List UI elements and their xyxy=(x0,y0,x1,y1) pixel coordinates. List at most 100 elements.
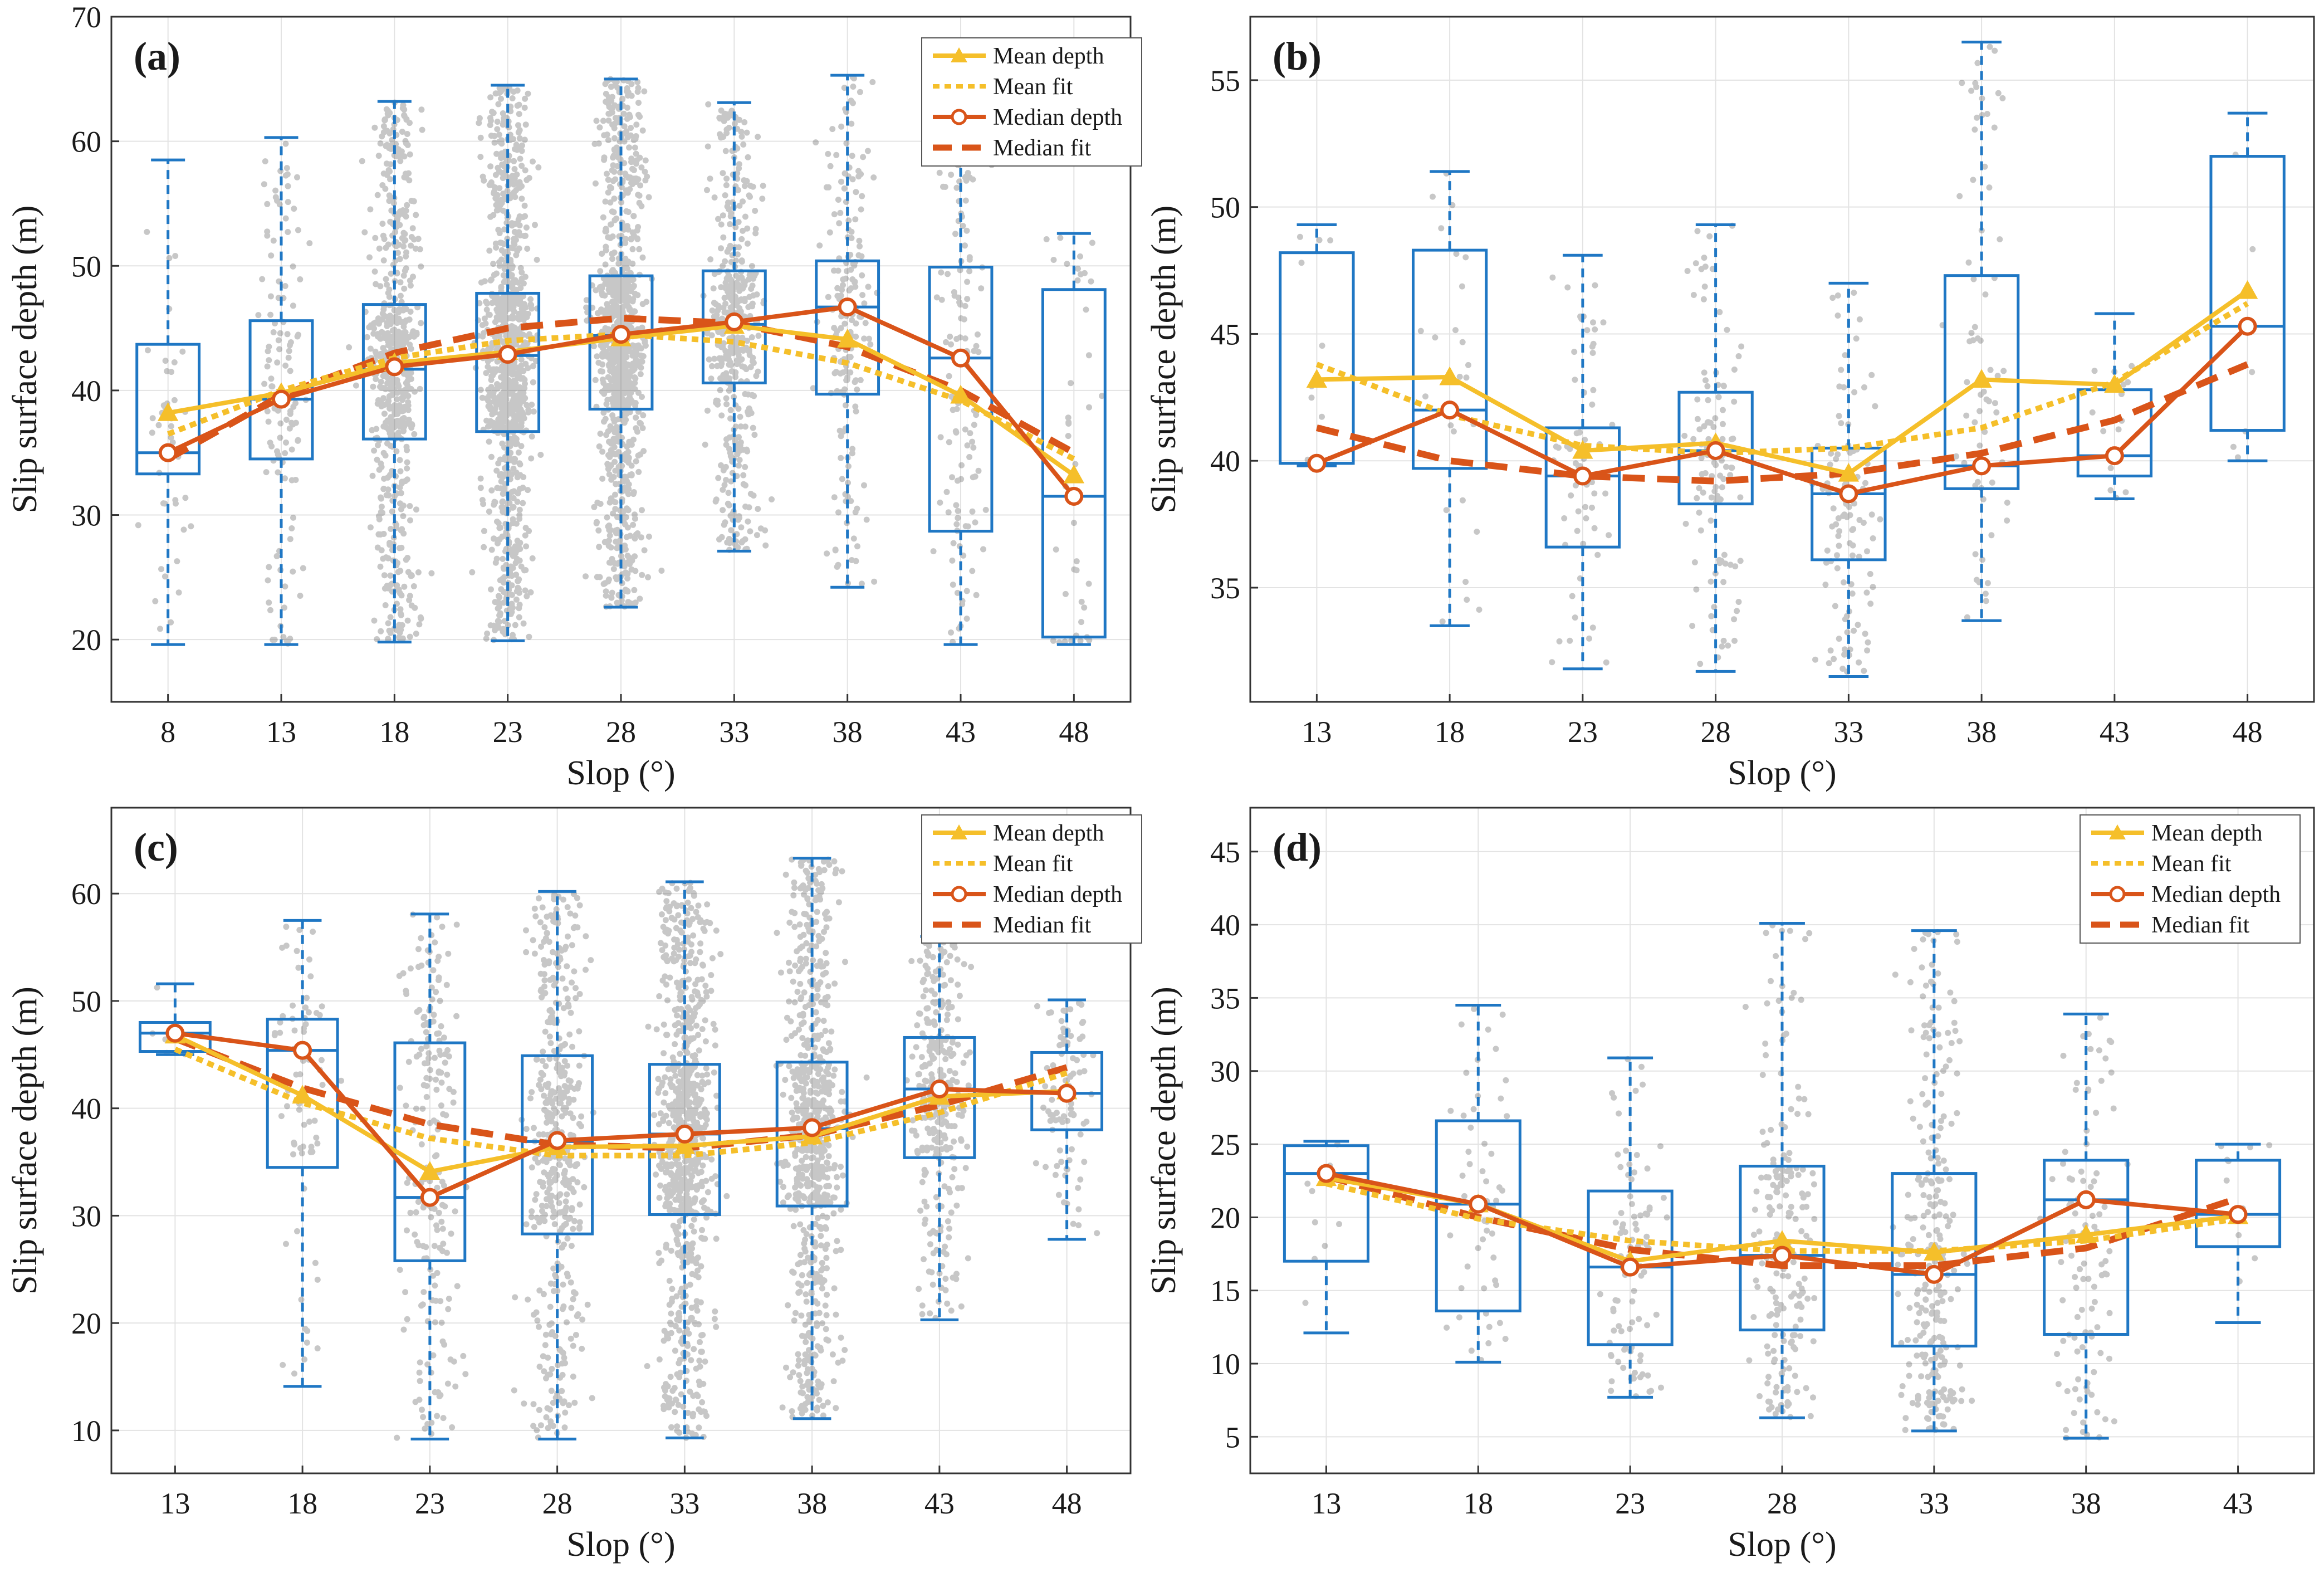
scatter-point xyxy=(299,1150,305,1156)
scatter-point xyxy=(375,153,382,159)
scatter-point xyxy=(710,285,717,292)
scatter-point xyxy=(568,1305,575,1311)
scatter-point xyxy=(970,176,976,183)
scatter-point xyxy=(377,383,383,390)
scatter-point xyxy=(848,228,855,235)
scatter-point xyxy=(385,342,392,349)
scatter-point xyxy=(1432,334,1439,341)
scatter-point xyxy=(947,333,953,340)
scatter-point xyxy=(1711,604,1718,611)
scatter-point xyxy=(547,1194,554,1200)
scatter-point xyxy=(380,486,387,492)
scatter-point xyxy=(955,294,962,301)
scatter-point xyxy=(380,450,387,456)
scatter-point xyxy=(274,197,280,204)
scatter-point xyxy=(2100,428,2107,434)
scatter-point xyxy=(519,398,526,404)
scatter-point xyxy=(952,231,958,237)
scatter-point xyxy=(530,408,537,415)
scatter-point xyxy=(1861,667,1867,674)
scatter-point xyxy=(1715,394,1722,401)
scatter-point xyxy=(428,1214,434,1220)
scatter-point xyxy=(1843,514,1850,520)
scatter-point xyxy=(450,1088,457,1095)
scatter-point xyxy=(168,619,174,626)
scatter-point xyxy=(556,1192,563,1199)
scatter-point xyxy=(740,227,746,234)
scatter-point xyxy=(497,456,503,463)
scatter-point xyxy=(605,189,611,196)
scatter-point xyxy=(403,306,409,312)
scatter-point xyxy=(2230,443,2237,450)
scatter-point xyxy=(452,1383,459,1390)
y-tick-label: 50 xyxy=(71,250,101,283)
scatter-point xyxy=(545,1354,551,1361)
y-tick-label: 70 xyxy=(71,1,101,34)
scatter-point xyxy=(477,475,484,482)
scatter-point xyxy=(417,1359,423,1366)
scatter-point xyxy=(367,206,374,213)
scatter-point xyxy=(630,137,637,143)
scatter-point xyxy=(1989,479,1995,486)
scatter-point xyxy=(858,580,865,587)
scatter-point xyxy=(969,508,976,515)
scatter-point xyxy=(364,334,370,340)
scatter-point xyxy=(500,577,506,584)
scatter-point xyxy=(415,946,422,953)
scatter-point xyxy=(408,573,414,579)
scatter-point xyxy=(613,215,620,222)
scatter-point xyxy=(529,433,535,440)
scatter-point xyxy=(738,129,745,135)
scatter-point xyxy=(518,419,525,426)
scatter-point xyxy=(409,421,415,428)
scatter-point xyxy=(560,1179,566,1186)
scatter-point xyxy=(486,438,492,445)
scatter-point xyxy=(505,158,511,164)
scatter-point xyxy=(512,279,518,286)
scatter-point xyxy=(969,568,976,574)
scatter-point xyxy=(346,344,353,350)
scatter-point xyxy=(413,1053,420,1060)
scatter-point xyxy=(953,336,960,342)
scatter-point xyxy=(570,1342,576,1349)
scatter-point xyxy=(267,293,274,300)
scatter-point xyxy=(304,1339,310,1346)
scatter-point xyxy=(1600,319,1607,326)
scatter-point xyxy=(527,589,534,595)
scatter-point xyxy=(600,118,606,124)
scatter-point xyxy=(404,1227,410,1234)
scatter-point xyxy=(381,335,388,341)
scatter-point xyxy=(273,553,280,559)
scatter-point xyxy=(413,1105,419,1112)
scatter-point xyxy=(978,285,985,292)
scatter-point xyxy=(537,970,544,977)
scatter-point xyxy=(270,237,277,244)
scatter-point xyxy=(384,323,390,329)
scatter-point xyxy=(1719,643,1725,650)
scatter-point xyxy=(606,184,613,191)
scatter-point xyxy=(523,543,530,550)
scatter-point xyxy=(863,516,870,523)
scatter-point xyxy=(937,499,943,506)
scatter-point xyxy=(522,167,529,174)
scatter-point xyxy=(835,561,841,568)
scatter-point xyxy=(559,975,566,982)
scatter-point xyxy=(408,573,415,579)
scatter-point xyxy=(625,378,632,384)
scatter-point xyxy=(383,492,390,499)
scatter-point xyxy=(1970,177,1976,183)
scatter-point xyxy=(525,365,531,372)
scatter-point xyxy=(381,236,388,242)
median-depth-marker xyxy=(1706,441,1725,460)
scatter-point xyxy=(564,1319,570,1326)
scatter-point xyxy=(730,292,737,299)
scatter-point xyxy=(313,1134,320,1141)
median-depth-marker xyxy=(2105,446,2124,466)
scatter-point xyxy=(1089,240,1095,246)
scatter-point xyxy=(525,409,532,416)
scatter-point xyxy=(516,222,523,228)
scatter-point xyxy=(297,593,304,599)
scatter-point xyxy=(562,1409,569,1416)
scatter-point xyxy=(392,331,399,338)
scatter-point xyxy=(610,399,617,406)
